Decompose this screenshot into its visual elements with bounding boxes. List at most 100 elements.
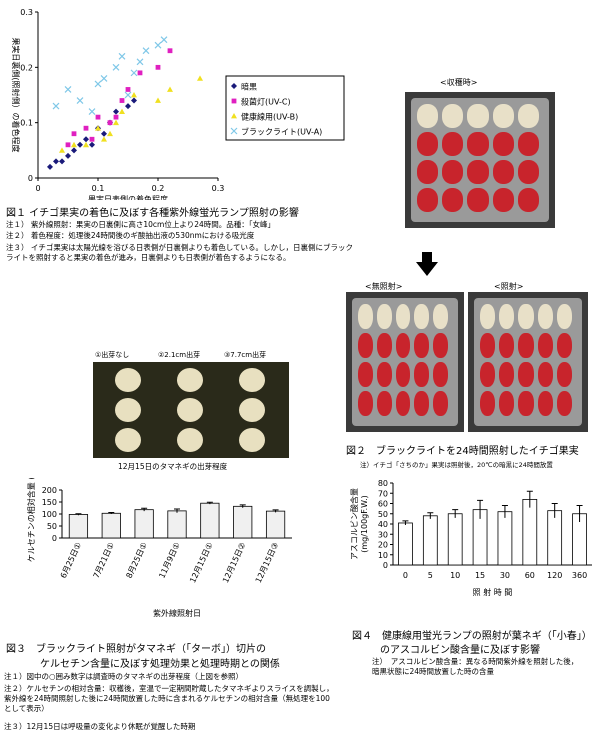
point xyxy=(83,141,89,148)
bar xyxy=(522,498,538,566)
strawberry xyxy=(417,188,439,212)
bar xyxy=(398,522,413,566)
error-bar xyxy=(452,509,459,518)
strawberry xyxy=(417,132,439,156)
point xyxy=(88,108,96,116)
strawberry xyxy=(442,132,464,156)
strawberry xyxy=(467,104,489,128)
photo-label: <収穫時> xyxy=(440,78,478,87)
point xyxy=(131,97,137,104)
x-tick-label: 0.2 xyxy=(152,184,165,193)
legend-label: 健康線用(UV-B) xyxy=(241,112,298,122)
point xyxy=(71,131,77,137)
error-bar xyxy=(551,503,558,518)
y-tick-label: 200 xyxy=(42,486,57,495)
point xyxy=(76,97,84,104)
point xyxy=(197,75,203,81)
strawberry xyxy=(417,160,439,184)
note: 注１） 紫外線照射：果実の日裏側に高さ10cm位上より24時間。品種：「女峰」 xyxy=(6,220,275,229)
point xyxy=(65,152,71,159)
bar xyxy=(497,511,513,566)
point xyxy=(124,91,132,99)
strawberry xyxy=(556,362,572,387)
error-bar xyxy=(108,512,115,514)
x-tick-label: 6月25日① xyxy=(59,541,83,580)
point xyxy=(113,108,119,115)
photo xyxy=(93,362,289,458)
point xyxy=(64,86,72,93)
x-tick-label: 120 xyxy=(547,571,562,580)
bar xyxy=(68,514,89,539)
error-bar xyxy=(526,490,533,508)
strawberry xyxy=(499,362,515,387)
note: 注）イチゴ「さちのか」果実は照射後，20℃の暗黒に24時間放置 xyxy=(360,461,553,469)
x-axis-title: 照 射 時 間 xyxy=(473,587,513,597)
strawberry xyxy=(492,104,514,128)
strawberry xyxy=(395,333,411,358)
point xyxy=(131,92,137,98)
point xyxy=(83,136,89,143)
strawberry xyxy=(537,333,553,358)
y-axis-title: アスコルビン酸含量 xyxy=(349,488,359,560)
x-tick-label: 12月15日② xyxy=(221,541,248,584)
strawberry xyxy=(480,391,496,416)
onion-slice xyxy=(177,368,203,392)
strawberry xyxy=(414,391,430,416)
point xyxy=(230,127,238,135)
point xyxy=(125,87,131,92)
strawberry xyxy=(480,362,496,387)
strawberry xyxy=(537,304,553,329)
strawberry xyxy=(499,391,515,416)
caption: 図１ イチゴ果実の着色に及ぼす各種紫外線蛍光ランプ照射の影響 xyxy=(6,208,299,219)
strawberry xyxy=(517,160,539,184)
error-bar xyxy=(239,504,246,508)
strawberry xyxy=(492,132,514,156)
point xyxy=(89,136,95,142)
y-tick-label: 100 xyxy=(42,510,57,519)
photo-label: ②2.1cm出芽 xyxy=(158,351,201,359)
onion-slice xyxy=(239,428,265,452)
point xyxy=(112,63,120,71)
point xyxy=(101,130,107,137)
legend-box xyxy=(225,75,345,141)
point xyxy=(83,125,89,131)
strawberry xyxy=(433,391,448,416)
y-tick-label: 40 xyxy=(378,520,388,529)
photo-label: ①出芽なし xyxy=(95,351,130,359)
point xyxy=(59,158,65,165)
strawberry xyxy=(517,104,539,128)
caption: のアスコルビン酸含量に及ぼす影響 xyxy=(380,645,540,656)
onion-slice xyxy=(115,368,141,392)
onion-slice xyxy=(239,368,265,392)
strawberry xyxy=(442,188,464,212)
note: 注２）ケルセチンの相対含量：収穫後，室温で一定期間貯蔵したタマネギよりスライスを… xyxy=(4,684,334,713)
x-tick-label: 360 xyxy=(572,571,587,580)
note: 注１）図中の○囲み数字は調査時のタマネギの出芽程度（上図を参照） xyxy=(4,672,244,681)
point xyxy=(53,158,59,165)
y-tick-label: 20 xyxy=(378,541,388,550)
bar xyxy=(134,509,154,539)
point xyxy=(113,119,119,126)
point xyxy=(167,48,173,54)
strawberry xyxy=(518,391,534,416)
strawberry xyxy=(492,160,514,184)
y-axis-title: ケルセチンの相対含量 (%) xyxy=(26,478,36,562)
photo xyxy=(468,292,588,432)
onion-slice xyxy=(115,428,141,452)
x-tick-label: 5 xyxy=(428,571,433,580)
error-bar xyxy=(206,501,213,505)
onion-slice xyxy=(177,398,203,422)
point xyxy=(65,142,71,148)
legend-label: ブラックライト(UV-A) xyxy=(241,127,322,137)
strawberry xyxy=(480,333,496,358)
x-tick-label: 11月9日① xyxy=(157,541,181,580)
error-bar xyxy=(141,507,148,512)
error-bar xyxy=(272,509,279,513)
point xyxy=(231,98,237,104)
y-tick-label: 0 xyxy=(52,534,57,543)
strawberry xyxy=(414,362,430,387)
bar xyxy=(422,515,438,566)
strawberry xyxy=(537,362,553,387)
bar xyxy=(233,505,253,539)
